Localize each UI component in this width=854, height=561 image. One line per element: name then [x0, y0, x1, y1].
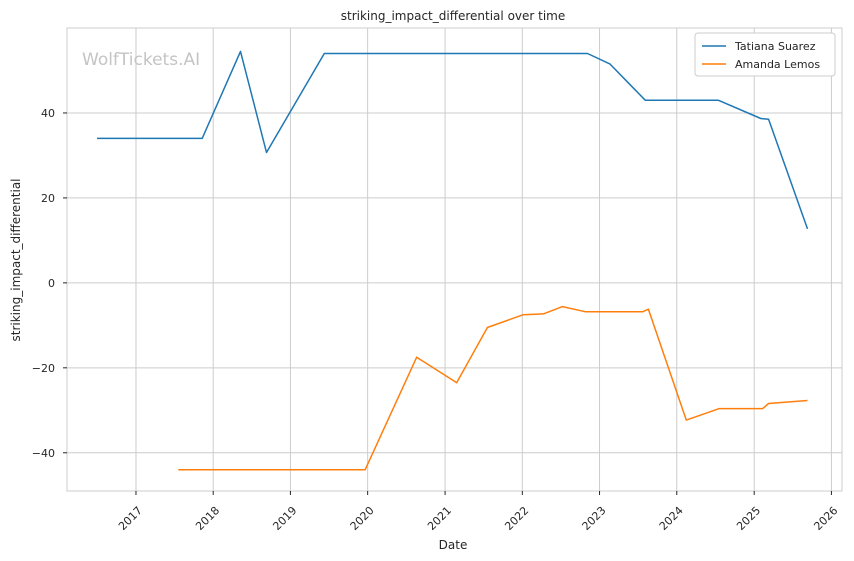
legend-label-tatiana-suarez: Tatiana Suarez	[734, 40, 816, 53]
x-tick-label: 2025	[734, 504, 763, 533]
plot-area	[66, 27, 843, 492]
y-tick-label: 40	[41, 107, 55, 120]
x-tick-label: 2018	[193, 504, 222, 533]
chart-title: striking_impact_differential over time	[341, 9, 566, 23]
y-tick-labels: −40 −20 0 20 40	[32, 107, 55, 460]
x-tick-label: 2026	[811, 504, 840, 533]
x-gridlines	[135, 28, 832, 495]
y-tick-label: −40	[32, 447, 55, 460]
x-tick-labels: 2017 2018 2019 2020 2021 2022 2023 2024 2025 2026	[116, 504, 840, 533]
y-tick-label: 20	[41, 192, 55, 205]
x-tick-label: 2024	[657, 504, 686, 533]
watermark-text: WolfTickets.AI	[82, 50, 200, 70]
y-gridlines	[63, 112, 842, 454]
series-line-amanda-lemos	[178, 305, 808, 471]
legend-label-amanda-lemos: Amanda Lemos	[735, 58, 820, 71]
x-tick-label: 2017	[116, 504, 145, 533]
legend-box	[694, 32, 836, 77]
y-tick-label: 0	[48, 277, 55, 290]
x-tick-label: 2022	[502, 504, 531, 533]
x-tick-label: 2019	[270, 504, 299, 533]
x-tick-label: 2023	[580, 504, 609, 533]
y-tick-label: −20	[32, 362, 55, 375]
y-axis-label: striking_impact_differential	[9, 178, 23, 341]
x-axis-label: Date	[439, 538, 468, 552]
x-tick-label: 2021	[425, 504, 454, 533]
x-tick-label: 2020	[348, 504, 377, 533]
series-lines	[97, 50, 809, 471]
legend: Tatiana Suarez Amanda Lemos	[694, 32, 836, 77]
series-line-tatiana-suarez	[97, 50, 809, 230]
